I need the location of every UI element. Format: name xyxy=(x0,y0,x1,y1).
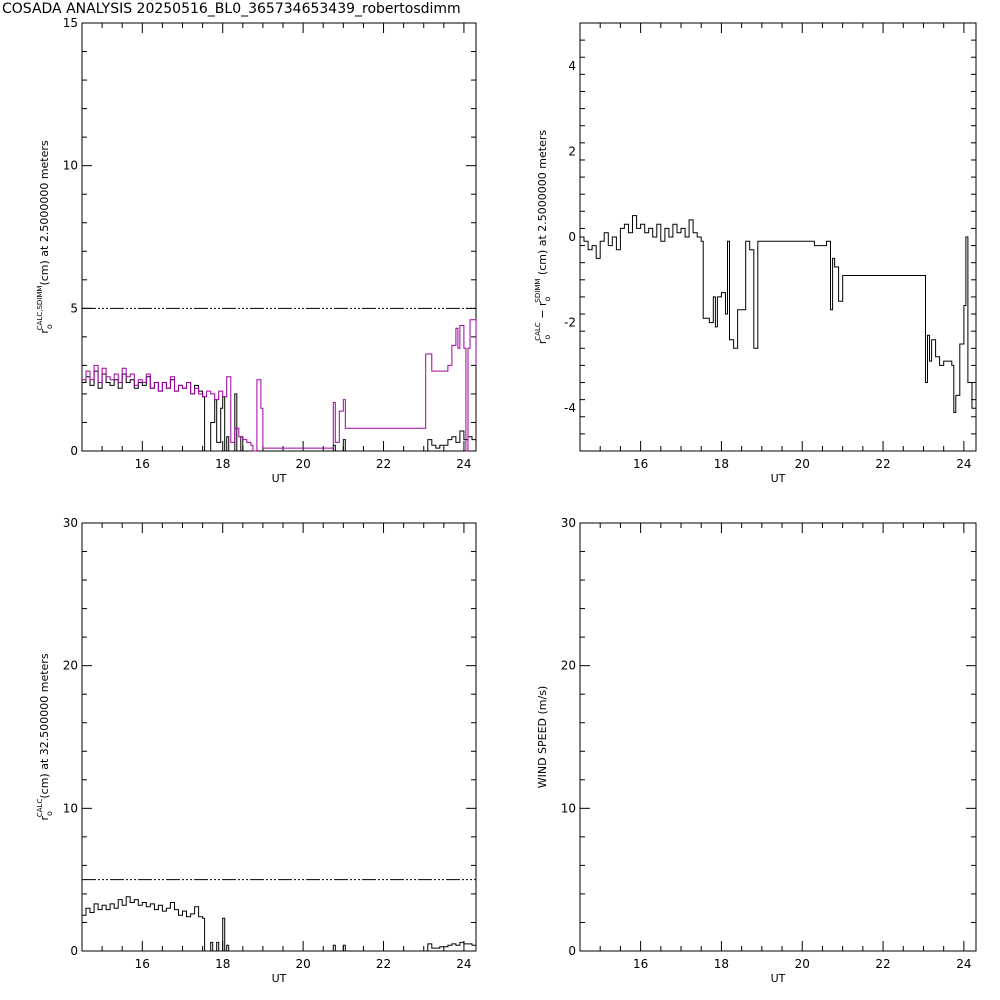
plot-frame xyxy=(81,522,477,952)
y-tick-label: 0 xyxy=(568,230,576,244)
y-axis-label: roCALC(cm) at 32.500000 meters xyxy=(36,653,54,820)
x-tick-label: 18 xyxy=(215,957,230,971)
y-label-text: (cm) at 2.5000000 meters xyxy=(536,130,549,279)
y-label-text: (cm) at 2.5000000 meters xyxy=(38,140,51,285)
x-tick-label: 24 xyxy=(456,457,471,471)
x-tick-label: 16 xyxy=(633,457,648,471)
y-label-superscript: CALC,SDIMM xyxy=(36,286,44,331)
y-label-text: (cm) at 32.500000 meters xyxy=(38,653,51,798)
y-tick-label: 0 xyxy=(70,444,78,458)
x-tick-label: 22 xyxy=(875,457,890,471)
y-axis-label: WIND SPEED (m/s) xyxy=(536,686,549,789)
panel-top-left: 16 18 20 22 24 0 5 10 15 UT roCALC,SDIMM(cm) at 2.… xyxy=(36,16,477,485)
x-tick-label: 24 xyxy=(456,957,471,971)
y-tick-label: -4 xyxy=(564,401,576,415)
y-label-subscript: o xyxy=(543,296,552,301)
series-line-2 xyxy=(82,319,477,452)
y-label-superscript: CALC xyxy=(534,322,542,341)
plot-frame xyxy=(579,522,977,952)
x-axis-label: UT xyxy=(771,472,786,485)
y-tick-label: 20 xyxy=(63,659,78,673)
x-tick-label: 22 xyxy=(376,457,391,471)
x-tick-label: 24 xyxy=(956,957,971,971)
y-tick-label: 4 xyxy=(568,59,576,73)
panel-bottom-left: 16 18 20 22 24 0 10 20 30 UT roCALC(cm) at 32.5000… xyxy=(36,516,477,985)
y-axis-label: roCALC − roSDIMM (cm) at 2.5000000 meter… xyxy=(534,130,552,344)
y-label-superscript: SDIMM xyxy=(534,279,542,303)
x-axis-label: UT xyxy=(771,972,786,985)
page-title: COSADA ANALYSIS 20250516_BL0_36573465343… xyxy=(2,1,461,17)
y-tick-label: 10 xyxy=(63,801,78,815)
x-tick-label: 20 xyxy=(795,457,810,471)
x-tick-label: 20 xyxy=(795,957,810,971)
x-axis-label: UT xyxy=(272,972,287,985)
series-line-1 xyxy=(82,896,477,952)
y-tick-label: 0 xyxy=(70,944,78,958)
x-tick-label: 18 xyxy=(714,457,729,471)
y-tick-label: -2 xyxy=(564,316,576,330)
y-tick-label: 5 xyxy=(70,301,78,315)
series-line-1 xyxy=(580,215,977,434)
y-tick-label: 15 xyxy=(63,16,78,30)
y-tick-label: 10 xyxy=(561,801,576,815)
y-label-text: r xyxy=(38,816,51,821)
x-tick-label: 20 xyxy=(295,457,310,471)
y-label-text: r xyxy=(536,339,549,344)
series-line-1 xyxy=(82,370,477,452)
x-tick-label: 20 xyxy=(295,957,310,971)
x-axis-label: UT xyxy=(272,472,287,485)
x-tick-label: 22 xyxy=(376,957,391,971)
y-label-text: − r xyxy=(536,301,549,322)
y-label-subscript: o xyxy=(543,335,552,340)
y-tick-label: 20 xyxy=(561,659,576,673)
x-tick-label: 16 xyxy=(633,957,648,971)
plot-frame xyxy=(81,22,477,452)
y-label-subscript: o xyxy=(45,811,54,816)
x-tick-label: 16 xyxy=(135,957,150,971)
x-tick-label: 22 xyxy=(875,957,890,971)
y-tick-label: 2 xyxy=(568,144,576,158)
y-axis-label: roCALC,SDIMM(cm) at 2.5000000 meters xyxy=(36,140,54,334)
y-tick-label: 10 xyxy=(63,159,78,173)
y-tick-label: 30 xyxy=(63,516,78,530)
y-label-subscript: o xyxy=(45,324,54,329)
y-label-superscript: CALC xyxy=(36,799,44,818)
panel-bottom-right: 16 18 20 22 24 0 10 20 30 UT WIND SPEED (m/s) xyxy=(536,516,977,985)
y-label-text: r xyxy=(38,329,51,334)
x-tick-label: 18 xyxy=(215,457,230,471)
plot-frame xyxy=(579,22,977,452)
x-tick-label: 18 xyxy=(714,957,729,971)
y-tick-label: 0 xyxy=(568,944,576,958)
x-tick-label: 16 xyxy=(135,457,150,471)
x-tick-label: 24 xyxy=(956,457,971,471)
y-tick-label: 30 xyxy=(561,516,576,530)
